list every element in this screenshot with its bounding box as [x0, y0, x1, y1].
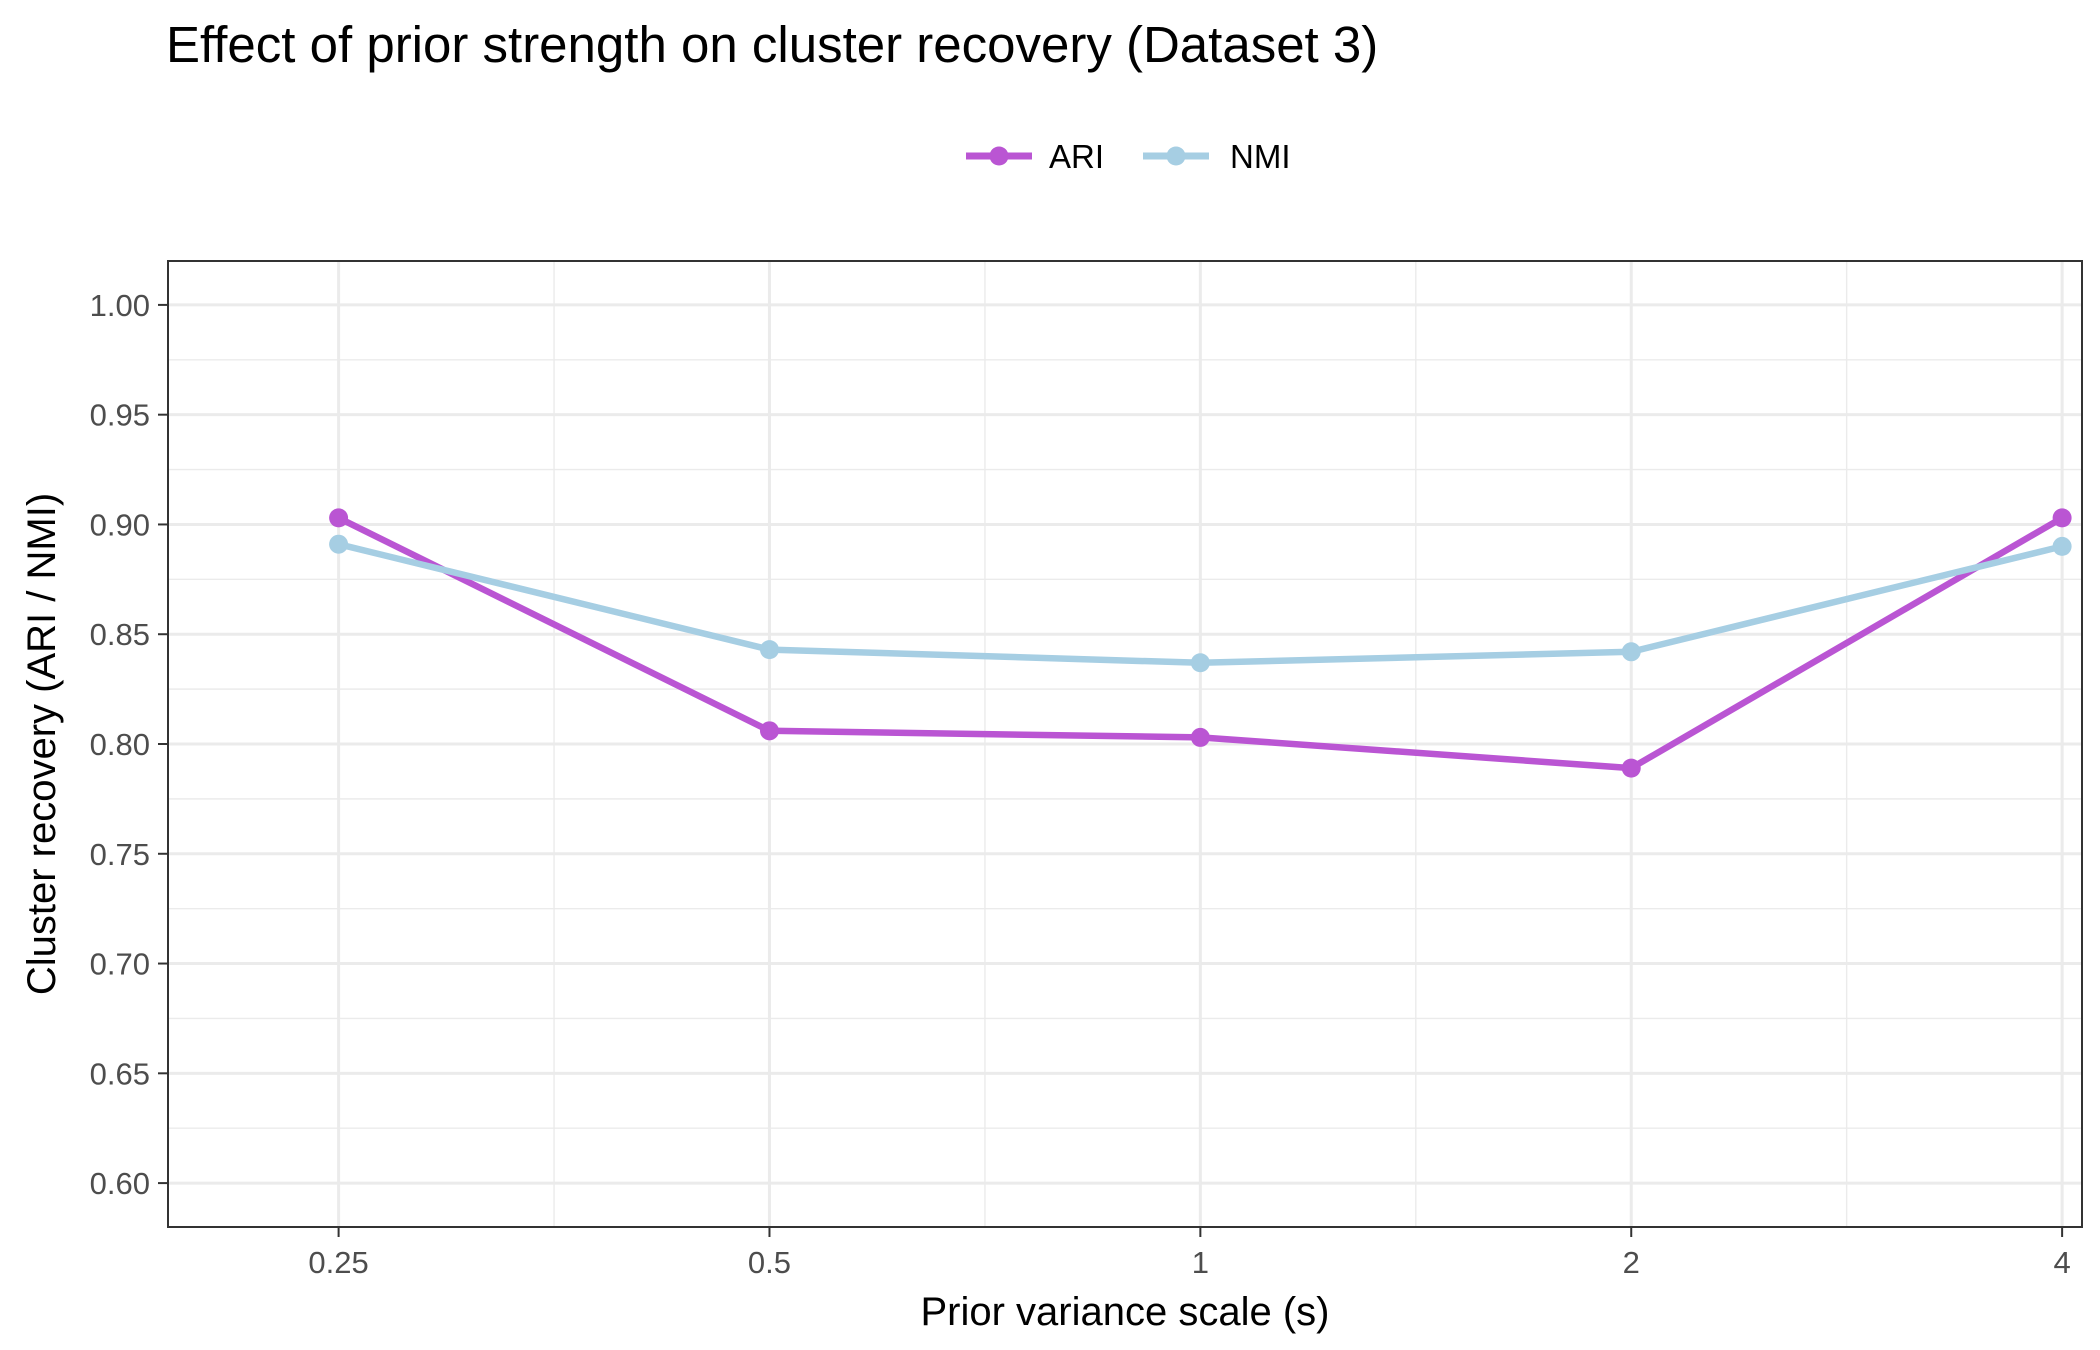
data-point-nmi — [1190, 653, 1210, 673]
x-tick-label: 1 — [1192, 1245, 1209, 1280]
chart-title: Effect of prior strength on cluster reco… — [166, 16, 1378, 73]
x-tick-label: 4 — [2053, 1245, 2070, 1280]
legend-label-nmi: NMI — [1230, 138, 1291, 175]
x-tick-label: 0.25 — [308, 1245, 368, 1280]
data-point-ari — [759, 721, 779, 741]
grid — [168, 261, 2082, 1227]
y-tick-label: 0.85 — [90, 617, 150, 652]
x-tick-label: 2 — [1623, 1245, 1640, 1280]
data-point-ari — [2052, 508, 2072, 528]
data-point-ari — [1190, 727, 1210, 747]
x-tick-label: 0.5 — [748, 1245, 791, 1280]
y-tick-label: 0.60 — [90, 1166, 150, 1201]
y-tick-label: 0.75 — [90, 837, 150, 872]
y-axis: 0.60 0.65 0.70 0.75 0.80 0.85 0.90 0.95 1.00 — [90, 288, 168, 1201]
y-tick-label: 0.80 — [90, 727, 150, 762]
legend-label-ari: ARI — [1049, 138, 1104, 175]
y-tick-label: 1.00 — [90, 288, 150, 323]
y-tick-label: 0.65 — [90, 1056, 150, 1091]
data-point-nmi — [1621, 642, 1641, 662]
legend-key-point-ari — [989, 146, 1009, 166]
data-point-ari — [1621, 758, 1641, 778]
data-point-nmi — [329, 534, 349, 554]
data-point-nmi — [2052, 536, 2072, 556]
x-axis: 0.25 0.5 1 2 4 — [308, 1227, 2071, 1280]
y-tick-label: 0.70 — [90, 947, 150, 982]
data-point-nmi — [759, 640, 779, 660]
y-tick-label: 0.95 — [90, 398, 150, 433]
series-layer — [329, 508, 2072, 778]
y-axis-title: Cluster recovery (ARI / NMI) — [20, 493, 64, 995]
legend-key-point-nmi — [1166, 146, 1186, 166]
legend: ARI NMI — [966, 138, 1291, 175]
y-tick-label: 0.90 — [90, 507, 150, 542]
x-axis-title: Prior variance scale (s) — [920, 1290, 1329, 1334]
data-point-ari — [329, 508, 349, 528]
